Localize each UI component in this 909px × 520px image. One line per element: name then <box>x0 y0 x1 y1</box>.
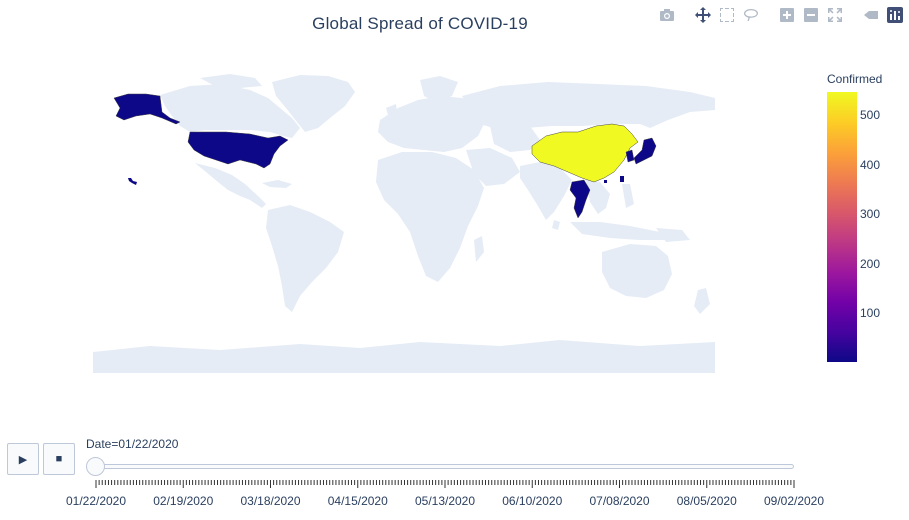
plotly-logo-icon[interactable] <box>885 5 905 25</box>
land-antarctica <box>93 340 715 373</box>
land-central-america <box>195 163 266 208</box>
land-madagascar <box>474 236 484 262</box>
land-central-asia <box>490 126 540 152</box>
colorbar-tick-label: 100 <box>860 306 881 321</box>
land-north-america <box>160 84 300 138</box>
region-japan[interactable] <box>633 137 657 165</box>
chart-title: Global Spread of COVID-19 <box>312 14 528 33</box>
slider-tick-label[interactable]: 05/13/2020 <box>414 494 476 508</box>
zoom-in-icon[interactable] <box>777 5 797 25</box>
region-south-korea[interactable] <box>625 149 635 163</box>
land-indochina <box>586 180 610 214</box>
land-scandinavia <box>420 76 458 102</box>
land-caribbean <box>262 180 292 188</box>
play-button[interactable]: ▶ <box>7 443 39 475</box>
colorbar-tick-label: 300 <box>860 207 881 222</box>
region-usa[interactable] <box>187 131 289 169</box>
slider-tick-label[interactable]: 09/02/2020 <box>763 494 825 508</box>
colorbar <box>827 92 857 362</box>
region-hawaii[interactable] <box>128 178 137 185</box>
slider-current-value: Date=01/22/2020 <box>86 437 179 451</box>
slider-tick-label[interactable]: 08/05/2020 <box>676 494 737 508</box>
slider-tick-label[interactable]: 04/15/2020 <box>327 494 388 508</box>
land-indonesia <box>570 222 670 240</box>
hover-icon[interactable] <box>861 5 881 25</box>
slider-tick-label[interactable]: 02/19/2020 <box>153 494 214 508</box>
modebar <box>657 5 905 25</box>
land-india <box>520 162 572 220</box>
colorbar-tick-label: 500 <box>860 108 881 123</box>
slider-grip[interactable] <box>86 457 105 476</box>
land-greenland <box>272 75 355 132</box>
land-arctic-islands <box>200 74 262 88</box>
slider-rail[interactable] <box>86 464 794 469</box>
land-russia <box>462 82 715 130</box>
pan-icon[interactable] <box>693 5 713 25</box>
region-taiwan[interactable] <box>620 176 624 182</box>
stop-button[interactable]: ■ <box>43 443 75 475</box>
land-philippines <box>622 184 634 208</box>
colorbar-tick-label: 200 <box>860 256 881 271</box>
land-new-zealand <box>694 288 710 314</box>
camera-icon[interactable] <box>657 5 677 25</box>
slider-tick-label[interactable]: 07/08/2020 <box>589 494 650 508</box>
region-thailand[interactable] <box>569 179 591 219</box>
colorbar-title: Confirmed <box>827 72 883 86</box>
colorbar-tick-label: 400 <box>860 157 881 172</box>
land-africa <box>376 152 484 282</box>
slider-tick-label[interactable]: 03/18/2020 <box>240 494 301 508</box>
land-middle-east <box>466 148 520 186</box>
slider-tick-label[interactable]: 06/10/2020 <box>502 494 563 508</box>
slider-tick-label[interactable]: 01/22/2020 <box>65 494 127 508</box>
region-alaska[interactable] <box>113 93 181 125</box>
land-sri-lanka <box>552 220 560 230</box>
zoom-out-icon[interactable] <box>801 5 821 25</box>
land-uk <box>386 104 398 122</box>
reset-icon[interactable] <box>825 5 845 25</box>
land-south-america <box>266 205 344 312</box>
region-macau[interactable] <box>604 180 607 183</box>
slider-ticks <box>95 480 795 488</box>
land-new-guinea <box>656 228 690 242</box>
land-europe <box>378 96 486 152</box>
land-australia <box>602 244 672 298</box>
